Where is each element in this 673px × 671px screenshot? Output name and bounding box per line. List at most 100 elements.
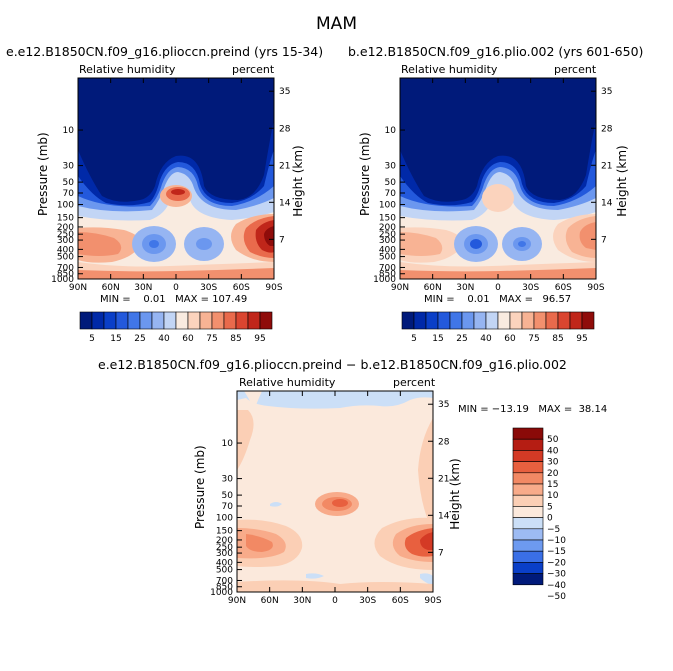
panel-1-xtick-label: 30N — [134, 283, 152, 293]
panel-3-colorbar-cell — [512, 461, 544, 474]
panel-1-colorbar-label: 5 — [89, 334, 95, 344]
panel-1-colorbar-label: 40 — [158, 334, 170, 344]
panel-1-colorbar-label: 75 — [206, 334, 217, 344]
panel-2-colorbar-cell — [509, 311, 523, 330]
panel-1-ytick-label: 500 — [57, 253, 74, 263]
panel-1-ytick-label: 150 — [57, 214, 74, 224]
panel-2-y2tick-label: 21 — [601, 161, 612, 171]
panel-3-xtick-label: 60N — [261, 596, 279, 606]
panel-1-colorbar-cell — [247, 311, 261, 330]
panel-3-colorbar-label: −50 — [547, 592, 566, 602]
panel-1-y2tick-label: 35 — [279, 87, 290, 97]
panel-1-unit-label: percent — [232, 63, 275, 76]
panel-2-xtick-label: 90N — [391, 283, 409, 293]
panel-1-colorbar-label: 85 — [230, 334, 241, 344]
panel-3-colorbar-label: −10 — [547, 536, 566, 546]
panel-3-colorbar-cell — [512, 438, 544, 451]
panel-2-ytick-label: 70 — [385, 189, 397, 199]
panel-1-title: e.e12.B1850CN.f09_g16.plioccn.preind (yr… — [6, 44, 324, 59]
panel-3-colorbar-label: 30 — [547, 458, 559, 468]
panel-1-colorbar-cell — [163, 311, 177, 330]
panel-3-colorbar-label: 0 — [547, 514, 553, 524]
panel-1-colorbar-cell — [259, 311, 273, 330]
panel-1-colorbar-cell — [139, 311, 153, 330]
panel-3-ytick-label: 700 — [216, 576, 233, 586]
panel-2-xtick-label: 60S — [555, 283, 572, 293]
panel-1-plot — [77, 77, 275, 280]
panel-3-colorbar-label: 15 — [547, 480, 558, 490]
panel-2-xtick-label: 0 — [495, 283, 501, 293]
panel-2-y2tick-label: 35 — [601, 87, 612, 97]
panel-2-colorbar-cell — [521, 311, 535, 330]
panel-2-colorbar-cell — [413, 311, 427, 330]
panel-3-colorbar-cell — [512, 427, 544, 440]
panel-3-ytick-label: 200 — [216, 536, 233, 546]
panel-1-colorbar-cell — [115, 311, 129, 330]
panel-3-colorbar-label: 5 — [547, 502, 553, 512]
panel-1-xtick-label: 60N — [102, 283, 120, 293]
panel-2-y2tick-label: 7 — [601, 235, 607, 245]
panel-1-variable-label: Relative humidity — [79, 63, 176, 76]
panel-3-unit-label: percent — [393, 376, 436, 389]
panel-3-colorbar-label: 40 — [547, 446, 559, 456]
panel-2-minmax: MIN = 0.01 MAX = 96.57 — [424, 294, 572, 305]
panel-3-title: e.e12.B1850CN.f09_g16.plioccn.preind − b… — [98, 357, 567, 372]
panel-2-ytick-label: 500 — [379, 253, 396, 263]
panel-1-xtick-label: 30S — [200, 283, 217, 293]
panel-3-xtick-label: 90S — [424, 596, 441, 606]
panel-3-xtick-label: 30S — [359, 596, 376, 606]
panel-3-colorbar-label: −20 — [547, 558, 566, 568]
panel-3-y2tick-label: 7 — [438, 548, 444, 558]
panel-2-ytick-label: 150 — [379, 214, 396, 224]
panel-2-colorbar-cell — [401, 311, 415, 330]
panel-2-xtick-label: 60N — [424, 283, 442, 293]
panel-3-ytick-label: 30 — [222, 475, 234, 485]
panel-1-ytick-label: 1000 — [51, 275, 74, 285]
panel-2-colorbar-cell — [533, 311, 547, 330]
panel-1-y2tick-label: 28 — [279, 124, 291, 134]
panel-3-plot — [236, 390, 434, 593]
panel-1-ytick-label: 700 — [57, 263, 74, 273]
panel-1-xtick-label: 90S — [265, 283, 282, 293]
panel-2-colorbar-cell — [581, 311, 595, 330]
panel-1-y2tick-label: 7 — [279, 235, 285, 245]
panel-1-colorbar-cell — [91, 311, 105, 330]
panel-1-colorbar-cell — [187, 311, 201, 330]
panel-1-ytick-label: 100 — [57, 201, 74, 211]
panel-2-colorbar-cell — [449, 311, 463, 330]
panel-3-colorbar-label: −15 — [547, 547, 566, 557]
panel-1-colorbar-cell — [199, 311, 213, 330]
panel-1-xtick-label: 60S — [233, 283, 250, 293]
panel-3-colorbar-cell — [512, 573, 544, 586]
panel-1-ytick-label: 850 — [57, 270, 74, 280]
panel-1-colorbar-cell — [79, 311, 93, 330]
panel-1-y2tick-label: 14 — [279, 198, 291, 208]
panel-1-colorbar-label: 15 — [110, 334, 121, 344]
panel-3-ytick-label: 500 — [216, 566, 233, 576]
panel-2-ytick-label: 100 — [379, 201, 396, 211]
panel-2-colorbar-cell — [473, 311, 487, 330]
panel-3-ytick-label: 850 — [216, 583, 233, 593]
panel-2-y2tick-label: 28 — [601, 124, 613, 134]
panel-2-ytick-label: 10 — [385, 126, 397, 136]
panel-1-colorbar-cell — [175, 311, 189, 330]
panel-3-colorbar-label: 20 — [547, 469, 559, 479]
panel-2-ytick-label: 50 — [385, 178, 397, 188]
panel-2-ytick-label: 400 — [379, 245, 396, 255]
panel-1-colorbar-label: 95 — [254, 334, 265, 344]
panel-2-colorbar-cell — [545, 311, 559, 330]
panel-1-ytick-label: 300 — [57, 236, 74, 246]
panel-3-colorbar-cell — [512, 539, 544, 552]
panel-3-colorbar-label: 10 — [547, 491, 559, 501]
panel-3-minmax: MIN = −13.19 MAX = 38.14 — [458, 404, 608, 415]
panel-3-colorbar-label: 50 — [547, 435, 559, 445]
panel-2-colorbar-cell — [557, 311, 571, 330]
panel-2-colorbar-cell — [425, 311, 439, 330]
panel-2-variable-label: Relative humidity — [401, 63, 498, 76]
panel-2-ytick-label: 30 — [385, 162, 397, 172]
panel-3-xtick-label: 60S — [392, 596, 409, 606]
panel-3-xtick-label: 30N — [293, 596, 311, 606]
panel-3-colorbar-label: −40 — [547, 581, 566, 591]
panel-1-ytick-label: 250 — [57, 230, 74, 240]
